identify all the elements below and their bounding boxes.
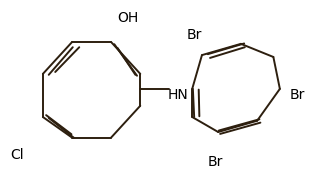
Text: HN: HN <box>167 88 188 101</box>
Text: OH: OH <box>118 11 139 25</box>
Text: Br: Br <box>186 28 201 42</box>
Text: Br: Br <box>207 155 223 169</box>
Text: Br: Br <box>289 88 305 101</box>
Text: Cl: Cl <box>10 148 24 162</box>
